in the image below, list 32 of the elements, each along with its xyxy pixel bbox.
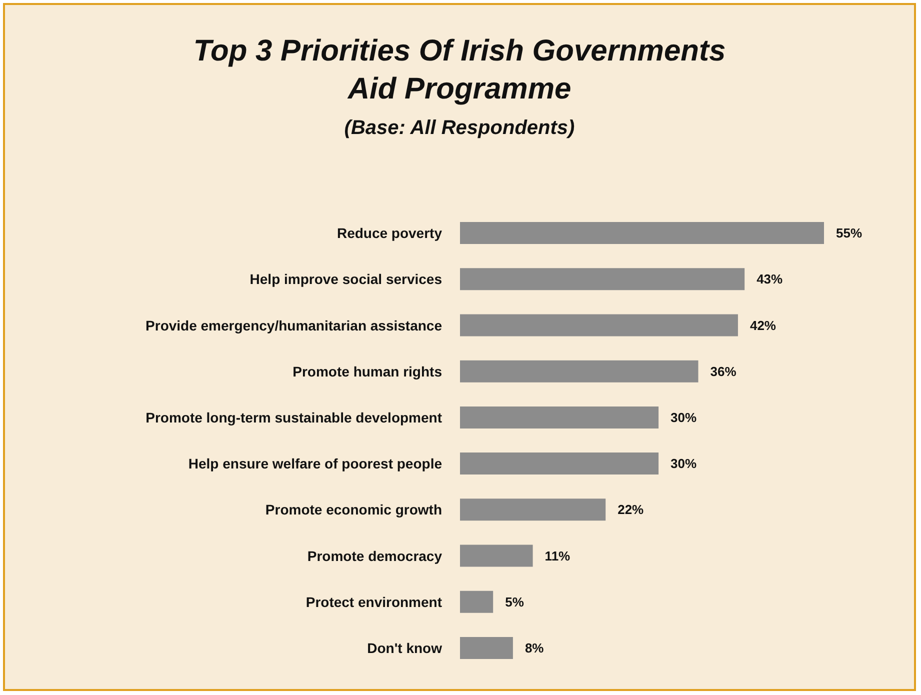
y-tick-label: Help ensure welfare of poorest people: [188, 456, 442, 472]
data-label: 8%: [524, 640, 544, 656]
data-label: 36%: [710, 364, 737, 379]
y-tick-label: Don't know: [367, 640, 442, 656]
data-label: 55%: [836, 226, 862, 241]
data-label: 43%: [756, 272, 784, 287]
chart-title: Top 3 Priorities Of Irish Governments Aid Programme: [193, 34, 726, 106]
bar: [460, 314, 738, 336]
y-tick-label: Promote human rights: [292, 363, 442, 380]
data-label: 5%: [505, 594, 524, 610]
data-label: 30%: [670, 456, 698, 472]
bar: [460, 498, 606, 521]
bar: [460, 406, 659, 428]
y-tick-label: Promote long-term sustainable development: [146, 409, 442, 426]
bar: [460, 544, 533, 567]
y-tick-label: Promote democracy: [307, 548, 442, 564]
data-label: 22%: [618, 502, 644, 518]
bar: [460, 268, 745, 290]
y-tick-label: Provide emergency/humanitarian assistance: [146, 317, 442, 334]
data-label: 30%: [670, 410, 698, 425]
y-tick-label: Protect environment: [306, 594, 442, 610]
bar: [460, 222, 824, 244]
bar: [460, 452, 659, 475]
data-label: 42%: [750, 318, 776, 333]
chart-subtitle: (Base: All Respondents): [344, 117, 576, 139]
y-tick-label: Promote economic growth: [265, 502, 442, 518]
bar: [460, 590, 494, 613]
data-label: 11%: [544, 548, 571, 564]
y-tick-label: Help improve social services: [250, 271, 442, 288]
y-tick-label: Reduce poverty: [336, 225, 442, 242]
bar: [460, 360, 698, 382]
bar: [460, 636, 513, 659]
